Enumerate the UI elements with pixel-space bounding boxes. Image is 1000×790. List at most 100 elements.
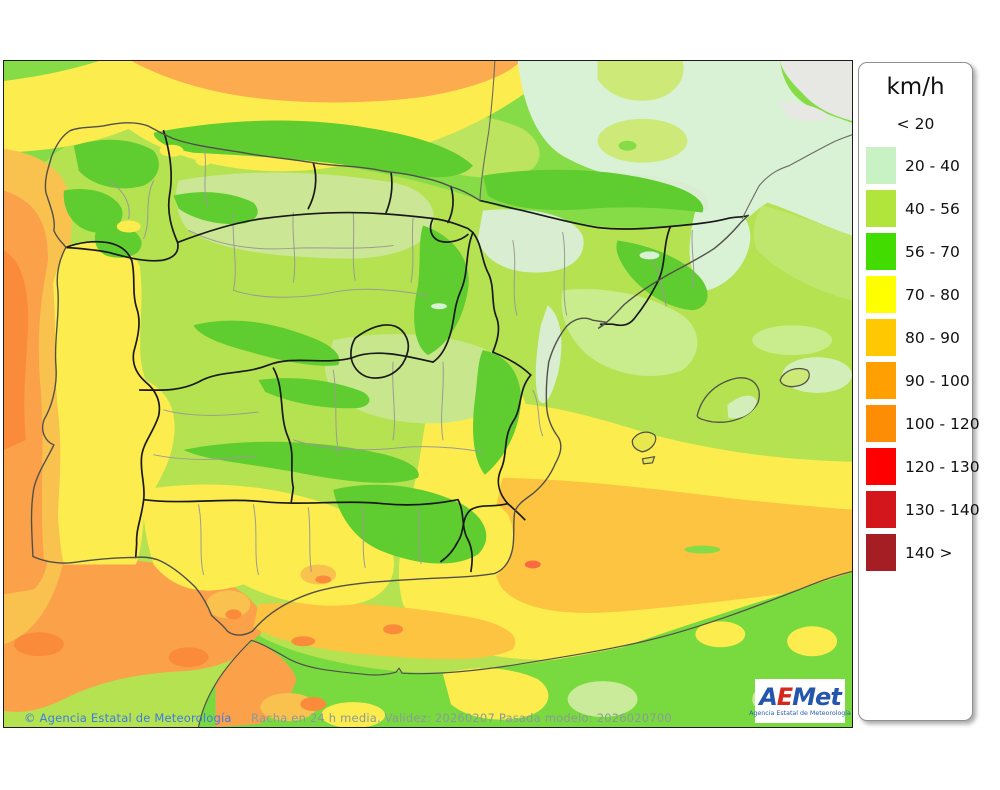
legend-swatch <box>866 448 896 485</box>
land-region <box>73 139 159 189</box>
island-ibiza <box>631 431 657 453</box>
wind-region <box>597 61 684 101</box>
wind-region <box>597 118 688 163</box>
land-region <box>473 350 521 475</box>
map-canvas <box>3 60 853 728</box>
wind-region <box>477 209 584 273</box>
wind-region <box>291 636 316 647</box>
iberia-coastline <box>30 122 749 636</box>
africa-region <box>321 702 386 727</box>
island-formentera <box>641 456 656 465</box>
africa-region <box>695 621 746 648</box>
community-borders <box>65 129 750 573</box>
land-region <box>333 484 487 564</box>
island-menorca <box>779 367 810 388</box>
africa-region <box>787 626 838 657</box>
copyright-text: © Agencia Estatal de Meteorología <box>24 711 232 725</box>
land-region <box>482 169 704 213</box>
land-region <box>183 441 419 483</box>
border-madrid <box>350 324 410 379</box>
wind-region <box>752 325 833 356</box>
legend-entry: 120 - 130 <box>866 448 980 485</box>
land-region <box>153 120 473 178</box>
legend-calm-label: < 20 <box>896 115 935 133</box>
wind-region <box>383 624 404 635</box>
france-coastline <box>479 61 852 220</box>
legend-rows: 20 - 40 40 - 56 56 - 70 70 - 80 80 - 90 … <box>859 147 980 571</box>
wind-region <box>517 61 852 236</box>
wind-region <box>13 632 64 657</box>
legend-entry: 130 - 140 <box>866 491 980 528</box>
legend-title: km/h <box>886 74 945 100</box>
legend-label: 20 - 40 <box>905 156 960 175</box>
land-region <box>44 242 175 565</box>
land-region <box>159 144 184 157</box>
island-mallorca-pale <box>727 395 758 419</box>
legend-label: 120 - 130 <box>905 457 980 476</box>
legend-entry: 90 - 100 <box>866 362 972 399</box>
legend-swatch <box>866 276 896 313</box>
wind-region <box>753 205 852 301</box>
land-region <box>116 220 141 233</box>
wind-region <box>4 250 29 450</box>
wind-region <box>131 61 521 103</box>
legend-swatch <box>866 491 896 528</box>
land-region <box>414 225 469 356</box>
border-galicia <box>65 129 179 262</box>
africa-region <box>260 693 317 722</box>
africa-region <box>442 668 549 720</box>
legend-swatch <box>866 405 896 442</box>
wind-region <box>492 477 852 613</box>
land-region <box>225 609 242 620</box>
legend-label: 40 - 56 <box>905 199 960 218</box>
wind-gust-map <box>4 61 852 727</box>
legend-entry: 40 - 56 <box>866 190 972 227</box>
africa-region <box>198 572 852 727</box>
land-region <box>195 155 212 166</box>
legend-entry: 20 - 40 <box>866 147 972 184</box>
land-region <box>193 320 340 366</box>
africa-region <box>567 681 638 718</box>
africa-region <box>300 697 327 712</box>
land-region <box>258 378 370 409</box>
legend-entry: 70 - 80 <box>866 276 972 313</box>
land-region <box>173 192 258 225</box>
legend-label: 70 - 80 <box>905 285 960 304</box>
legend-swatch <box>866 190 896 227</box>
legend-entry: 80 - 90 <box>866 319 972 356</box>
wind-region <box>684 545 721 554</box>
legend-panel: km/h < 20 20 - 40 40 - 56 56 - 70 70 - 8… <box>858 62 980 721</box>
land-region <box>430 303 447 310</box>
province-borders <box>108 145 695 575</box>
land-region <box>63 189 123 233</box>
legend-entry: 100 - 120 <box>866 405 980 442</box>
wind-region <box>561 289 698 376</box>
validity-text: Racha en 24 h media. Validez: 20260207 P… <box>251 711 672 725</box>
wind-region <box>524 560 541 569</box>
wind-region <box>618 140 637 151</box>
aemet-logo-word: AEMet <box>759 682 842 711</box>
legend-swatch <box>866 362 896 399</box>
legend-label: 80 - 90 <box>905 328 960 347</box>
wind-region <box>168 647 209 668</box>
land-region <box>535 305 562 404</box>
legend-swatch <box>866 233 896 270</box>
legend-label: 130 - 140 <box>905 500 980 519</box>
legend-entry: 140 > <box>866 534 972 571</box>
border-portugal <box>65 240 161 559</box>
wind-region-calm <box>780 61 852 121</box>
wind-region-calm <box>779 102 831 122</box>
legend-label: 140 > <box>905 543 953 562</box>
africa-coastline <box>197 570 852 727</box>
legend-label: 56 - 70 <box>905 242 960 261</box>
legend-swatch <box>866 319 896 356</box>
land-region <box>315 575 332 584</box>
aemet-logo-subtitle: Agencia Estatal de Meteorología <box>749 709 851 717</box>
balearic-islands <box>631 367 810 465</box>
legend-swatch <box>866 147 896 184</box>
border-pyrenees <box>479 199 750 230</box>
logo-letters-met: Met <box>792 682 842 711</box>
legend-entry: 56 - 70 <box>866 233 972 270</box>
aemet-logo: AEMet Agencia Estatal de Meteorología <box>749 679 851 723</box>
